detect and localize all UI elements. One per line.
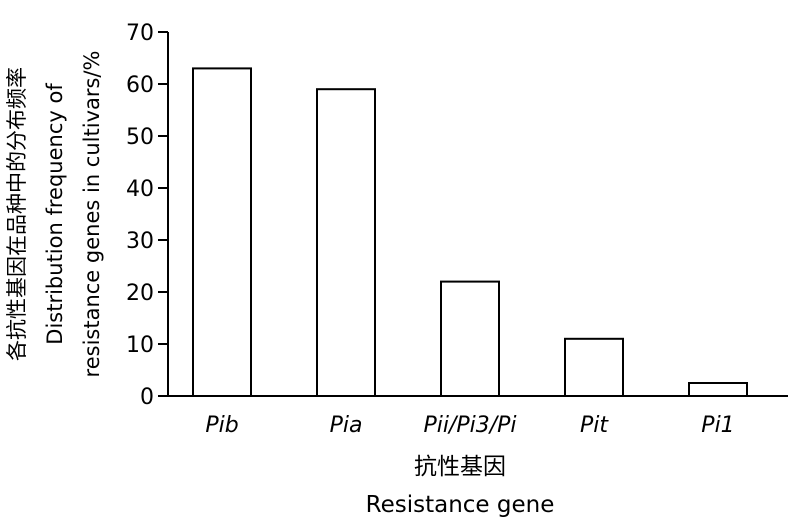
bar-pia bbox=[316, 88, 376, 397]
x-tick-label: Pi1 bbox=[701, 413, 734, 438]
bar-pit bbox=[564, 337, 624, 397]
y-tick-label: 70 bbox=[126, 21, 154, 46]
y-tick-label: 10 bbox=[126, 333, 154, 358]
y-axis-title-cn: 各抗性基因在品种中的分布频率 bbox=[5, 67, 29, 361]
bar-pii-pi3-pi bbox=[440, 280, 500, 398]
y-tick-label: 30 bbox=[126, 229, 154, 254]
x-axis-title-cn: 抗性基因 bbox=[414, 454, 506, 480]
x-tick-label: Pib bbox=[205, 413, 238, 438]
y-tick-label: 20 bbox=[126, 281, 154, 306]
y-axis-title-en-line2: resistance genes in cultivars/% bbox=[80, 51, 104, 378]
y-tick-label: 50 bbox=[126, 125, 154, 150]
x-tick-label: Pii/Pi3/Pi bbox=[423, 413, 516, 438]
y-tick-label: 40 bbox=[126, 177, 154, 202]
bar-pib bbox=[192, 67, 252, 398]
x-tick-label: Pit bbox=[580, 413, 609, 438]
y-axis-title-en-line1: Distribution frequency of bbox=[43, 83, 67, 345]
x-tick-label: Pia bbox=[330, 413, 363, 438]
y-tick-label: 60 bbox=[126, 73, 154, 98]
bar-pi1 bbox=[688, 382, 748, 397]
y-tick-label: 0 bbox=[140, 385, 154, 410]
x-axis-title-en: Resistance gene bbox=[366, 492, 555, 518]
